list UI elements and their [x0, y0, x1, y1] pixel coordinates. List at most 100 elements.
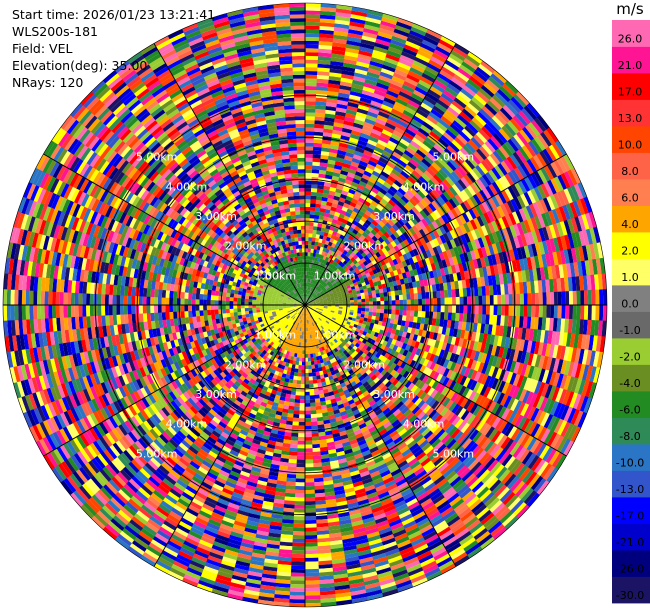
velocity-gate	[325, 174, 333, 180]
velocity-gate	[308, 282, 311, 287]
velocity-gate	[288, 595, 305, 600]
velocity-gate	[310, 287, 313, 292]
velocity-gate	[429, 130, 441, 142]
velocity-gate	[338, 301, 343, 304]
velocity-gate	[289, 394, 296, 399]
velocity-gate	[326, 253, 331, 258]
velocity-gate	[311, 440, 320, 445]
velocity-gate	[475, 66, 491, 80]
velocity-gate	[389, 185, 398, 194]
velocity-gate	[298, 421, 305, 426]
velocity-gate	[331, 53, 346, 60]
velocity-gate	[324, 274, 329, 279]
velocity-gate	[314, 272, 318, 277]
velocity-gate	[307, 357, 311, 362]
velocity-gate	[327, 194, 335, 200]
velocity-gate	[361, 307, 366, 312]
velocity-gate	[319, 162, 328, 168]
velocity-gate	[333, 257, 339, 263]
velocity-gate	[320, 10, 337, 16]
velocity-gate	[286, 473, 297, 479]
velocity-gate	[316, 375, 321, 380]
velocity-gate	[440, 305, 445, 313]
velocity-gate	[357, 299, 362, 303]
velocity-gate	[330, 206, 337, 212]
velocity-gate	[310, 275, 313, 280]
velocity-gate	[371, 153, 381, 161]
velocity-gate	[425, 298, 430, 306]
velocity-gate	[557, 291, 562, 306]
velocity-gate	[402, 181, 412, 191]
velocity-gate	[385, 212, 394, 220]
velocity-gate	[305, 210, 311, 215]
velocity-gate	[350, 87, 364, 94]
velocity-gate	[372, 49, 388, 58]
velocity-gate	[568, 290, 574, 306]
velocity-gate	[304, 425, 312, 430]
velocity-gate	[322, 277, 327, 282]
velocity-gate	[311, 368, 316, 373]
velocity-gate	[399, 305, 404, 311]
velocity-gate	[320, 227, 326, 233]
velocity-gate	[345, 257, 351, 263]
velocity-gate	[440, 290, 445, 299]
velocity-gate	[405, 40, 421, 51]
velocity-gate	[442, 131, 455, 143]
velocity-gate	[352, 194, 361, 201]
velocity-gate	[387, 46, 404, 56]
velocity-gate	[304, 591, 321, 596]
velocity-gate	[599, 305, 604, 322]
velocity-gate	[390, 314, 396, 320]
velocity-gate	[330, 60, 345, 67]
velocity-gate	[301, 372, 305, 377]
velocity-gate	[305, 248, 309, 253]
velocity-gate	[401, 315, 407, 322]
velocity-gate	[550, 291, 555, 306]
velocity-gate	[336, 153, 346, 160]
velocity-gate	[478, 305, 483, 315]
velocity-gate	[376, 191, 386, 199]
velocity-gate	[312, 268, 315, 273]
velocity-gate	[332, 230, 338, 237]
velocity-gate	[538, 292, 543, 306]
velocity-gate	[387, 140, 398, 149]
velocity-gate	[449, 103, 463, 115]
velocity-gate	[420, 143, 432, 153]
velocity-gate	[413, 310, 419, 318]
velocity-gate	[306, 267, 310, 272]
velocity-gate	[523, 305, 528, 318]
velocity-gate	[423, 69, 438, 80]
velocity-gate	[322, 235, 328, 241]
velocity-gate	[325, 261, 330, 266]
velocity-gate	[287, 409, 294, 414]
velocity-gate	[305, 127, 315, 132]
velocity-gate	[320, 154, 330, 160]
velocity-gate	[313, 289, 317, 294]
velocity-gate	[307, 286, 309, 291]
velocity-gate	[305, 206, 311, 211]
velocity-gate	[395, 295, 400, 301]
velocity-gate	[299, 403, 305, 407]
velocity-gate	[291, 538, 305, 543]
velocity-gate	[321, 259, 326, 264]
velocity-gate	[452, 46, 469, 59]
velocity-gate	[469, 75, 484, 89]
velocity-gate	[363, 170, 373, 178]
velocity-gate	[493, 305, 498, 316]
velocity-gate	[369, 132, 381, 140]
velocity-gate	[376, 308, 381, 314]
velocity-gate	[363, 237, 370, 244]
velocity-gate	[443, 312, 449, 321]
velocity-gate	[304, 523, 317, 528]
velocity-gate	[289, 580, 305, 585]
velocity-gate	[305, 187, 312, 192]
velocity-gate	[389, 154, 400, 163]
velocity-gate	[519, 305, 524, 318]
velocity-gate	[377, 31, 394, 40]
velocity-gate	[305, 112, 316, 117]
velocity-gate	[298, 357, 303, 362]
velocity-gate	[306, 293, 308, 298]
velocity-gate	[312, 256, 316, 261]
velocity-gate	[430, 108, 444, 120]
velocity-gate	[319, 22, 336, 28]
